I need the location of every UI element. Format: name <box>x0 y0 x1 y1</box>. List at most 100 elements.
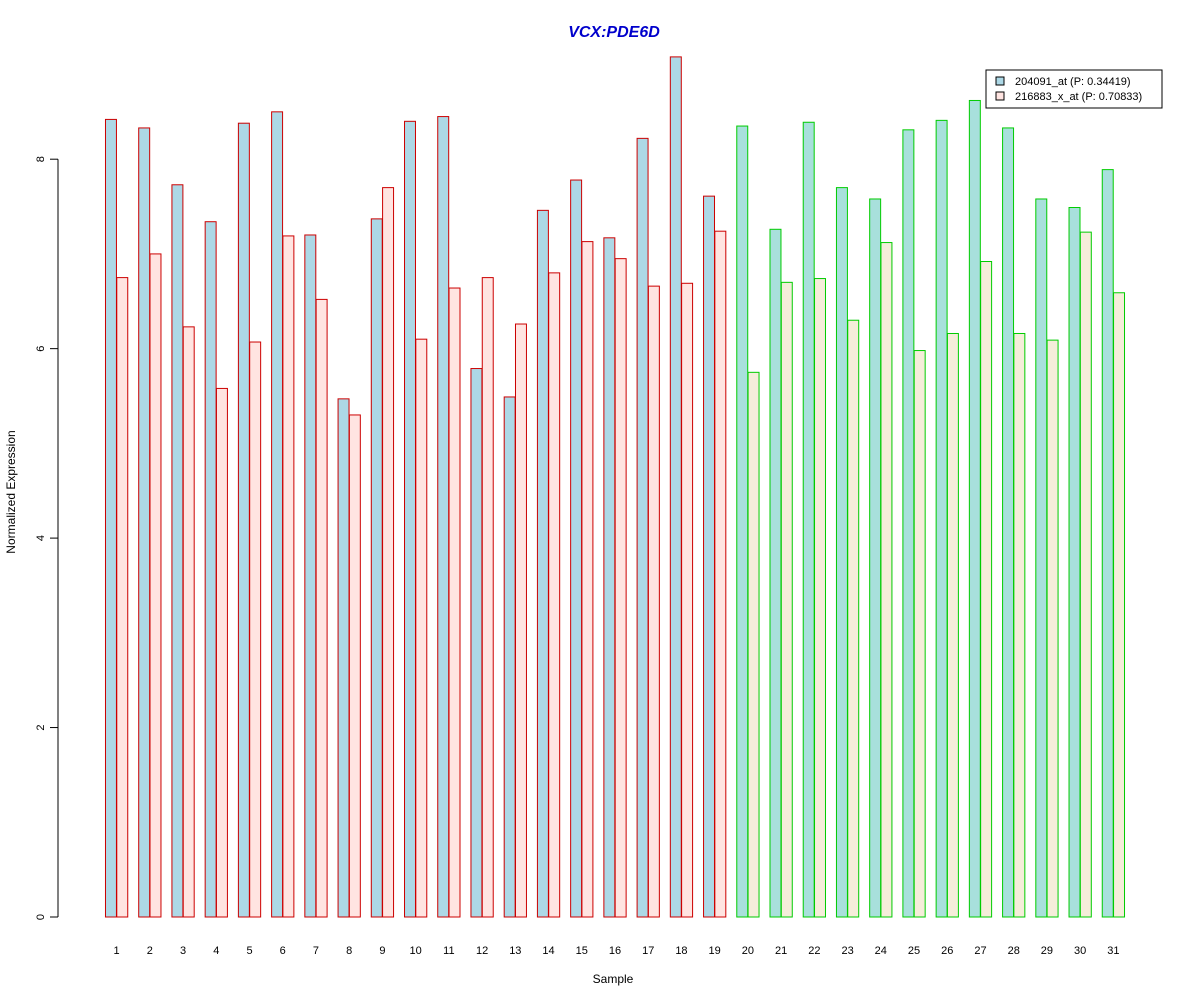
bar-series-1-sample-30 <box>1068 207 1081 918</box>
bar-series-1-sample-29 <box>1035 198 1048 918</box>
bar-series-1-sample-21 <box>769 228 782 918</box>
bar-series-1-sample-7 <box>304 234 317 918</box>
bar-series-2-sample-9 <box>382 187 395 918</box>
x-axis-label: Sample <box>593 972 634 986</box>
bar-series-2-sample-24 <box>880 242 893 918</box>
bar-series-2-sample-1 <box>116 277 129 918</box>
bar-series-1-sample-27 <box>968 99 981 918</box>
legend: 204091_at (P: 0.34419) 216883_x_at (P: 0… <box>985 69 1163 109</box>
y-tick-label: 4 <box>35 535 47 541</box>
y-tick-label: 8 <box>35 156 47 162</box>
bar-series-1-sample-25 <box>902 129 915 918</box>
x-tick-label: 23 <box>841 945 853 957</box>
x-tick-label: 31 <box>1107 945 1119 957</box>
y-axis-label: Normalized Expression <box>4 430 18 553</box>
x-tick-label: 4 <box>213 945 219 957</box>
bar-series-1-sample-3 <box>171 184 184 918</box>
bar-series-2-sample-26 <box>946 332 959 918</box>
bar-series-1-sample-11 <box>437 116 450 918</box>
y-tick-label: 2 <box>35 724 47 730</box>
bar-series-1-sample-12 <box>470 368 483 918</box>
bar-series-1-sample-23 <box>835 187 848 918</box>
x-tick-label: 21 <box>775 945 787 957</box>
bar-series-2-sample-23 <box>847 319 860 918</box>
bar-series-2-sample-10 <box>415 338 428 918</box>
bar-series-1-sample-10 <box>404 120 416 918</box>
x-tick-label: 28 <box>1008 945 1020 957</box>
bars <box>104 56 1126 918</box>
x-tick-label: 2 <box>147 945 153 957</box>
bar-series-2-sample-4 <box>215 387 228 918</box>
bar-series-2-sample-6 <box>282 235 295 918</box>
y-tick-label: 0 <box>35 914 47 920</box>
bar-series-2-sample-20 <box>747 371 760 918</box>
x-tick-label: 29 <box>1041 945 1053 957</box>
x-tick-label: 10 <box>410 945 422 957</box>
bar-series-1-sample-2 <box>138 127 151 918</box>
legend-box <box>985 69 1163 109</box>
bar-series-1-sample-24 <box>869 198 882 918</box>
bar-series-1-sample-26 <box>935 119 948 918</box>
bar-series-1-sample-28 <box>1002 127 1015 918</box>
bar-series-2-sample-27 <box>980 261 993 918</box>
bar-series-1-sample-13 <box>503 396 516 918</box>
legend-swatch-series-1 <box>995 76 1005 86</box>
bar-series-2-sample-31 <box>1113 292 1126 918</box>
bar-series-1-sample-17 <box>636 137 649 918</box>
x-tick-label: 1 <box>114 945 120 957</box>
x-tick-label: 11 <box>443 945 454 957</box>
bar-series-2-sample-8 <box>348 414 361 918</box>
bar-series-2-sample-17 <box>647 285 660 918</box>
bar-series-2-sample-11 <box>448 287 461 918</box>
bar-series-2-sample-7 <box>315 298 328 918</box>
bar-series-1-sample-4 <box>204 221 217 918</box>
bar-series-1-sample-22 <box>802 121 815 918</box>
bar-series-2-sample-21 <box>780 281 793 918</box>
bar-series-1-sample-14 <box>536 209 549 918</box>
x-tick-label: 18 <box>675 945 687 957</box>
bar-series-1-sample-31 <box>1101 169 1114 918</box>
bar-series-1-sample-8 <box>337 398 350 918</box>
x-tick-label: 13 <box>509 945 521 957</box>
legend-swatch-series-2 <box>995 91 1005 101</box>
y-tick-label: 6 <box>35 346 47 352</box>
bar-series-2-sample-22 <box>814 278 826 918</box>
bar-series-2-sample-16 <box>614 258 627 918</box>
x-tick-label: 15 <box>576 945 588 957</box>
bar-series-2-sample-2 <box>149 253 162 918</box>
bar-series-1-sample-15 <box>570 179 583 918</box>
x-tick-labels: 1 2 3 4 5 6 7 8 9 10 11 12 13 14 15 16 17 18 19 20 21 22 23 24 2… <box>114 945 1120 957</box>
bar-series-2-sample-30 <box>1079 231 1092 918</box>
bar-series-1-sample-18 <box>669 56 682 918</box>
bar-series-2-sample-15 <box>581 241 594 918</box>
x-tick-label: 24 <box>875 945 887 957</box>
bar-series-2-sample-28 <box>1013 332 1026 918</box>
bar-series-1-sample-16 <box>603 237 616 918</box>
x-tick-label: 16 <box>609 945 621 957</box>
x-tick-label: 19 <box>709 945 721 957</box>
x-tick-label: 9 <box>379 945 385 957</box>
bar-series-2-sample-12 <box>481 277 494 918</box>
x-tick-label: 7 <box>313 945 319 957</box>
x-tick-label: 27 <box>974 945 986 957</box>
bar-series-1-sample-19 <box>703 195 716 918</box>
bar-series-2-sample-18 <box>681 282 694 918</box>
x-tick-label: 22 <box>808 945 820 957</box>
x-tick-label: 14 <box>542 945 554 957</box>
bar-series-1-sample-6 <box>271 111 284 918</box>
x-tick-label: 12 <box>476 945 488 957</box>
bar-series-2-sample-19 <box>714 230 727 918</box>
bar-series-2-sample-3 <box>182 326 195 918</box>
bar-series-1-sample-9 <box>370 218 383 918</box>
chart-title: VCX:PDE6D <box>568 24 660 41</box>
bar-series-1-sample-1 <box>104 118 117 918</box>
bar-series-1-sample-20 <box>736 125 749 918</box>
bar-series-2-sample-25 <box>913 350 926 918</box>
legend-label-series-1: 204091_at (P: 0.34419) <box>1015 76 1131 88</box>
x-tick-label: 5 <box>246 945 252 957</box>
bar-series-2-sample-14 <box>548 272 561 918</box>
x-tick-label: 3 <box>180 945 186 957</box>
y-axis: 0 2 4 6 8 <box>35 156 59 920</box>
bar-series-2-sample-13 <box>514 323 527 918</box>
